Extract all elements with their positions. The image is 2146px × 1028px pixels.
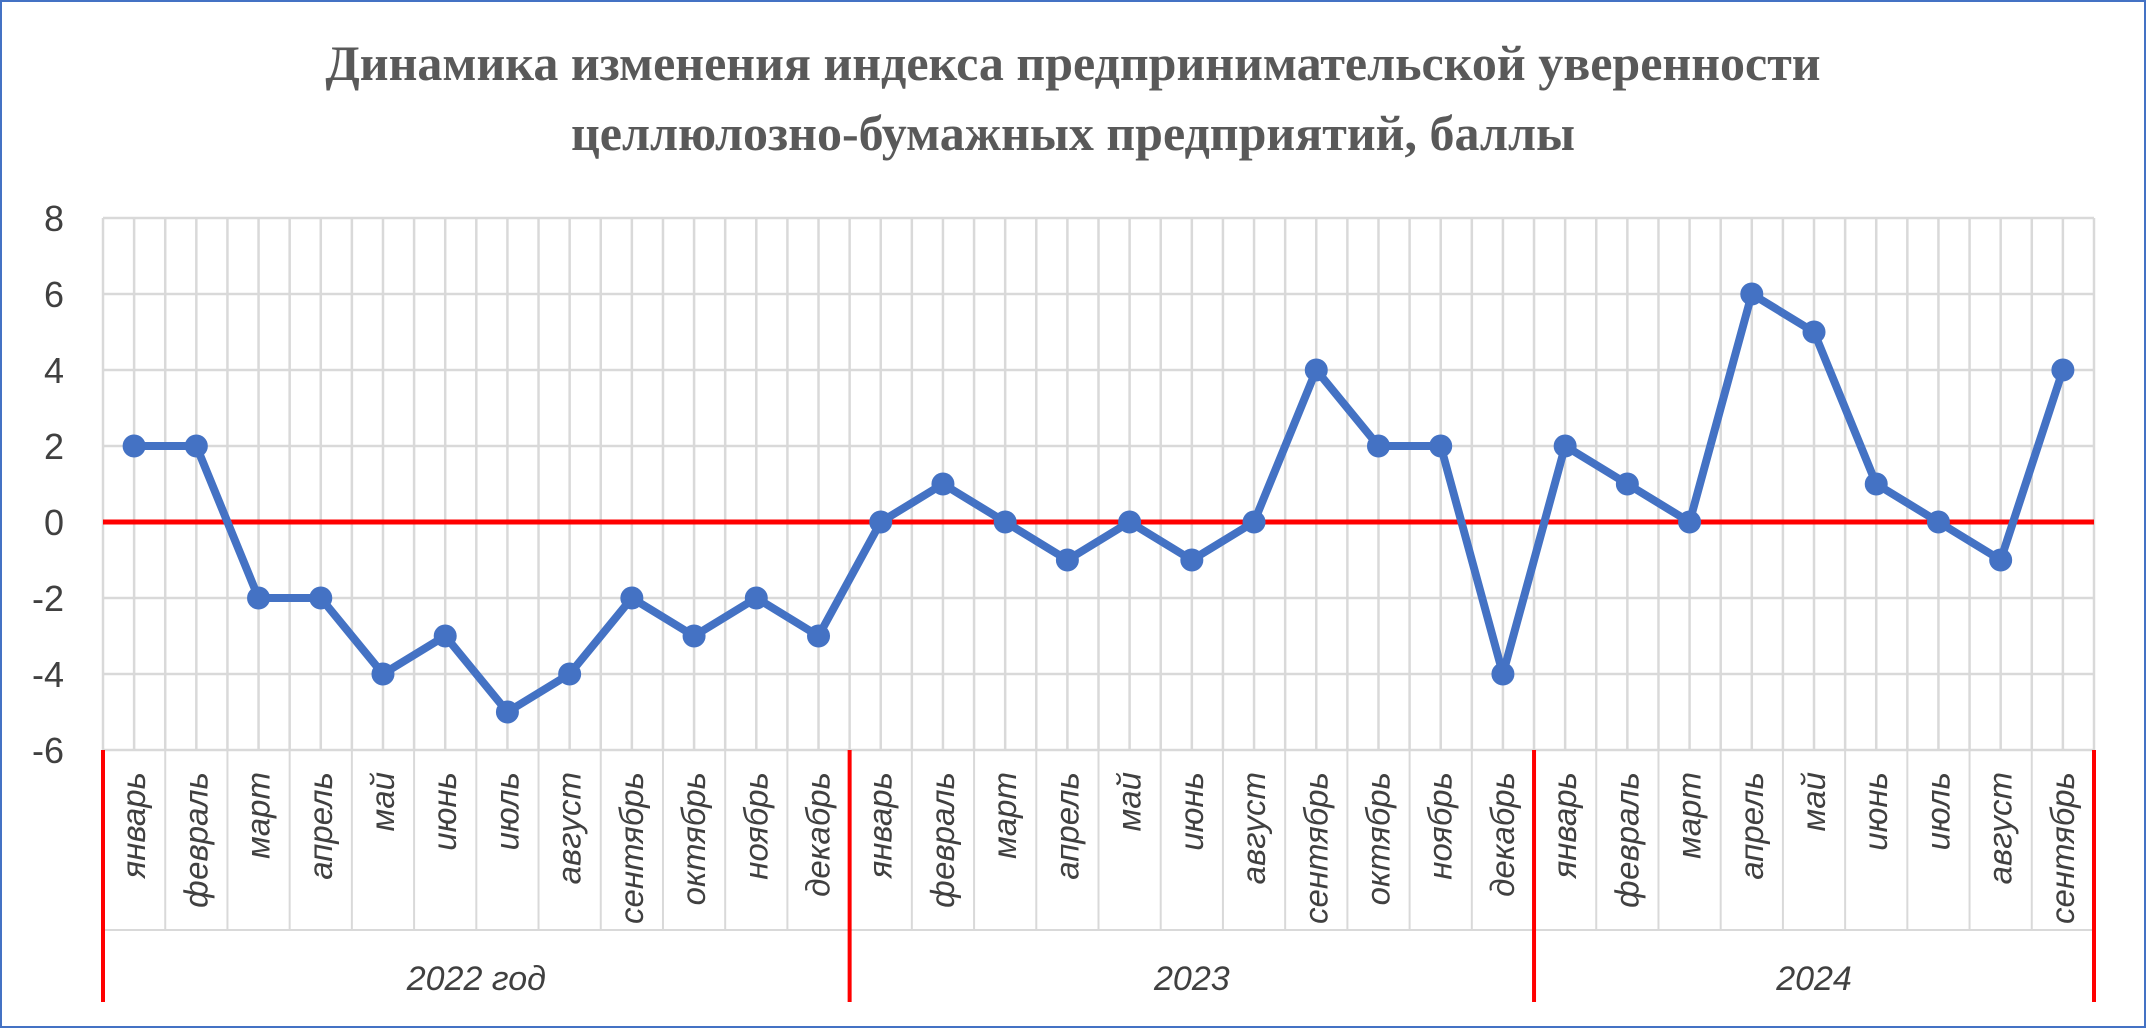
data-point: [620, 586, 644, 610]
chart-title-line-1: Динамика изменения индекса предпринимате…: [325, 35, 1821, 91]
data-point: [433, 624, 457, 648]
x-tick-label: май: [1111, 772, 1148, 831]
y-tick-label: 0: [44, 502, 64, 543]
series: [122, 282, 2075, 724]
data-point: [1864, 472, 1888, 496]
x-tick-label: декабрь: [1484, 772, 1521, 897]
x-tick-label: апрель: [1733, 772, 1770, 880]
x-tick-label: июль: [488, 772, 525, 850]
x-tick-label: март: [986, 772, 1023, 859]
y-tick-label: -4: [32, 654, 64, 695]
data-point: [558, 662, 582, 686]
series-line: [130, 290, 2067, 716]
x-tick-label: декабрь: [800, 772, 837, 897]
x-tick-label: январь: [1546, 772, 1583, 879]
x-tick-label: август: [551, 772, 588, 884]
data-point: [1242, 510, 1266, 534]
x-axis: январь февраль март апрель май июнь июль август…: [102, 750, 2095, 931]
x-tick-label: июнь: [1857, 772, 1894, 851]
data-point: [122, 434, 146, 458]
data-point: [869, 510, 893, 534]
x-tick-label: март: [1671, 772, 1708, 859]
data-point: [682, 624, 706, 648]
x-tick-label: июль: [1919, 772, 1956, 850]
x-tick-label: сентябрь: [613, 772, 650, 924]
x-tick-label: октябрь: [675, 772, 712, 905]
x-tick-label: октябрь: [1359, 772, 1396, 905]
chart-title: Динамика изменения индекса предпринимате…: [0, 28, 2146, 168]
x-tick-label: август: [1982, 772, 2019, 884]
data-point: [807, 624, 831, 648]
y-tick-label: -2: [32, 578, 64, 619]
data-point: [247, 586, 271, 610]
data-point: [371, 662, 395, 686]
data-point: [1180, 548, 1204, 572]
y-tick-label: 6: [44, 274, 64, 315]
x-tick-label: февраль: [1608, 772, 1645, 908]
data-point: [1491, 662, 1515, 686]
y-tick-label: 8: [44, 198, 64, 239]
group-label: 2022 год: [406, 960, 546, 998]
data-point: [1366, 434, 1390, 458]
x-tick-label: февраль: [924, 772, 961, 908]
x-tick-label: май: [364, 772, 401, 831]
x-tick-label: апрель: [302, 772, 339, 880]
y-tick-label: 2: [44, 426, 64, 467]
year-groups: 2022 год 2023 2024: [101, 750, 2096, 1002]
data-point: [1926, 510, 1950, 534]
data-point: [1989, 548, 2013, 572]
data-point: [1553, 434, 1577, 458]
x-tick-label: апрель: [1048, 772, 1085, 880]
x-tick-label: март: [240, 772, 277, 859]
data-point: [1055, 548, 1079, 572]
group-label: 2023: [1153, 960, 1230, 998]
data-point: [1118, 510, 1142, 534]
data-point: [1740, 282, 1764, 306]
y-tick-label: -6: [32, 730, 64, 771]
x-tick-label: август: [1235, 772, 1272, 884]
x-tick-label: сентябрь: [1297, 772, 1334, 924]
y-axis: 8 6 4 2 0 -2 -4 -6: [32, 198, 64, 771]
x-tick-label: июнь: [426, 772, 463, 851]
x-tick-label: январь: [115, 772, 152, 879]
x-tick-label: сентябрь: [2044, 772, 2081, 924]
x-tick-label: июнь: [1173, 772, 1210, 851]
chart-title-line-2: целлюлозно-бумажных предприятий, баллы: [570, 105, 1576, 161]
data-point: [1678, 510, 1702, 534]
y-tick-label: 4: [44, 350, 64, 391]
data-point: [744, 586, 768, 610]
data-point: [931, 472, 955, 496]
data-point: [1304, 358, 1328, 382]
data-point: [1429, 434, 1453, 458]
x-tick-label: февраль: [177, 772, 214, 908]
data-point: [993, 510, 1017, 534]
data-point: [2051, 358, 2075, 382]
x-tick-label: ноябрь: [737, 772, 774, 880]
data-point: [1615, 472, 1639, 496]
grid: [101, 216, 2096, 752]
x-tick-label: январь: [862, 772, 899, 879]
data-point: [309, 586, 333, 610]
data-point: [184, 434, 208, 458]
x-tick-label: ноябрь: [1422, 772, 1459, 880]
group-label: 2024: [1775, 960, 1852, 998]
data-point: [495, 700, 519, 724]
x-tick-label: май: [1795, 772, 1832, 831]
data-point: [1802, 320, 1826, 344]
